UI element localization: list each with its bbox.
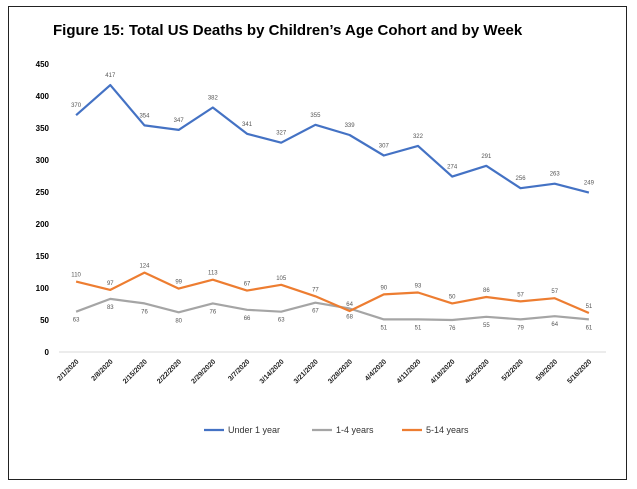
data-label: 382	[208, 96, 219, 102]
data-label: 307	[379, 144, 390, 150]
data-label: 51	[380, 325, 387, 331]
y-tick-label: 400	[36, 92, 50, 101]
data-label: 50	[449, 294, 456, 300]
x-tick-label: 2/15/2020	[122, 358, 149, 385]
data-label: 51	[586, 304, 593, 310]
data-label: 322	[413, 134, 424, 140]
data-label: 341	[242, 122, 253, 128]
y-tick-label: 450	[36, 60, 50, 69]
x-tick-label: 3/28/2020	[327, 358, 354, 385]
data-label: 110	[71, 273, 81, 279]
x-tick-label: 2/8/2020	[90, 358, 114, 382]
data-label: 339	[345, 123, 356, 129]
series-line-1-4-years	[75, 297, 590, 322]
data-labels: 370 417 354 347 382 341 327 355 339 307 322 274 291 2…	[71, 73, 594, 332]
data-label: 77	[312, 287, 319, 293]
data-label: 51	[415, 325, 422, 331]
data-label: 249	[584, 181, 595, 187]
y-tick-label: 350	[36, 124, 50, 133]
x-tick-label: 4/18/2020	[430, 358, 457, 385]
data-label: 76	[449, 326, 456, 332]
data-label: 355	[310, 113, 321, 119]
chart-frame: Figure 15: Total US Deaths by Children’s…	[8, 6, 627, 480]
data-label: 55	[483, 323, 490, 329]
data-label: 105	[276, 276, 287, 282]
data-label: 57	[551, 289, 558, 295]
x-tick-label: 5/16/2020	[566, 358, 593, 385]
data-label: 80	[175, 318, 182, 324]
data-label: 347	[174, 118, 185, 124]
data-label: 79	[517, 325, 524, 331]
x-tick-label: 2/29/2020	[190, 358, 217, 385]
data-label: 64	[551, 322, 558, 328]
legend-label: 1-4 years	[336, 425, 374, 435]
y-axis: 0 50 100 150 200 250 300 350 400 450	[36, 60, 50, 357]
chart-title: Figure 15: Total US Deaths by Children’s…	[53, 22, 523, 39]
data-label: 63	[278, 318, 285, 324]
data-label: 263	[550, 172, 561, 178]
data-label: 66	[244, 316, 251, 322]
series-line-5-14-years	[75, 271, 590, 315]
y-tick-label: 150	[36, 252, 50, 261]
line-chart: Figure 15: Total US Deaths by Children’s…	[36, 22, 606, 435]
data-label: 67	[312, 309, 319, 315]
x-tick-label: 4/11/2020	[396, 358, 423, 385]
data-label: 99	[175, 280, 182, 286]
data-label: 370	[71, 103, 82, 109]
data-label: 274	[447, 165, 458, 171]
data-label: 291	[481, 154, 492, 160]
x-tick-label: 4/4/2020	[364, 358, 388, 382]
data-label: 113	[208, 271, 218, 277]
data-label: 327	[276, 131, 287, 137]
data-label: 256	[516, 176, 527, 182]
legend-label: 5-14 years	[426, 425, 469, 435]
x-axis: 2/1/2020 2/8/2020 2/15/2020 2/22/2020 2/29/2…	[56, 351, 606, 385]
data-label: 76	[141, 309, 148, 315]
data-label: 354	[139, 113, 150, 119]
series-group	[75, 83, 590, 322]
x-tick-label: 3/14/2020	[259, 358, 286, 385]
y-tick-label: 0	[45, 348, 50, 357]
x-tick-label: 2/1/2020	[56, 358, 80, 382]
data-label: 67	[244, 282, 251, 288]
data-label: 97	[107, 281, 114, 287]
x-tick-label: 5/2/2020	[501, 358, 525, 382]
x-tick-label: 3/21/2020	[293, 358, 320, 385]
y-tick-label: 250	[36, 188, 50, 197]
legend: Under 1 year 1-4 years 5-14 years	[204, 425, 469, 435]
data-label: 57	[517, 292, 524, 298]
data-label: 61	[586, 325, 593, 331]
series-line-under-1-year	[75, 83, 590, 194]
data-label: 417	[105, 73, 116, 79]
x-tick-label: 2/22/2020	[156, 358, 183, 385]
x-tick-label: 3/7/2020	[227, 358, 251, 382]
data-label: 68	[346, 314, 353, 320]
data-label: 76	[210, 309, 217, 315]
y-tick-label: 200	[36, 220, 50, 229]
y-tick-label: 50	[40, 316, 49, 325]
data-label: 63	[73, 318, 80, 324]
x-tick-label: 5/9/2020	[535, 358, 559, 382]
x-tick-label: 4/25/2020	[464, 358, 491, 385]
data-label: 86	[483, 288, 490, 294]
data-label: 90	[380, 285, 387, 291]
data-label: 93	[415, 283, 422, 289]
y-tick-label: 300	[36, 156, 50, 165]
y-tick-label: 100	[36, 284, 50, 293]
data-label: 83	[107, 305, 114, 311]
data-label: 124	[139, 264, 150, 270]
data-label: 64	[346, 302, 353, 308]
legend-label: Under 1 year	[228, 425, 280, 435]
